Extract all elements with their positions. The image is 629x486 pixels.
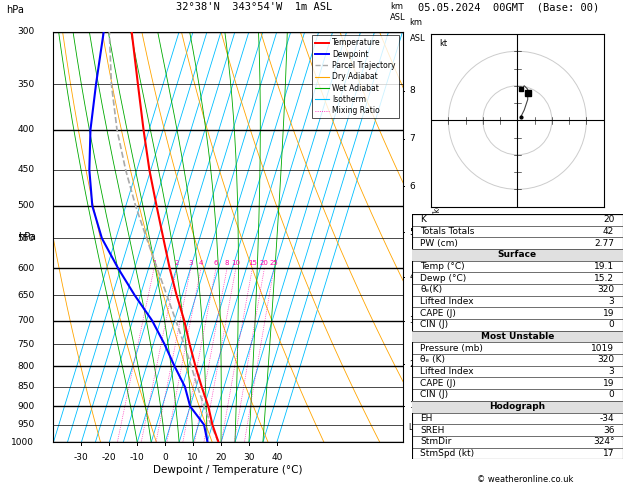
Text: CAPE (J): CAPE (J)	[420, 309, 456, 318]
Text: Totals Totals: Totals Totals	[420, 227, 475, 236]
Text: 1000: 1000	[11, 438, 34, 447]
Text: 850: 850	[17, 382, 34, 391]
Text: -34: -34	[599, 414, 615, 423]
Text: 20: 20	[215, 452, 226, 462]
Text: 550: 550	[17, 234, 34, 243]
Text: -10: -10	[130, 452, 145, 462]
Text: 320: 320	[597, 285, 615, 295]
Text: 5: 5	[409, 227, 415, 237]
Text: 20: 20	[260, 260, 269, 266]
Text: CIN (J): CIN (J)	[420, 320, 448, 330]
Text: StmSpd (kt): StmSpd (kt)	[420, 449, 474, 458]
Text: 900: 900	[17, 402, 34, 411]
Text: 700: 700	[17, 316, 34, 325]
Text: 3: 3	[189, 260, 193, 266]
FancyBboxPatch shape	[412, 214, 623, 459]
Text: km
ASL: km ASL	[390, 2, 406, 22]
Text: 8: 8	[409, 87, 415, 95]
Text: 600: 600	[17, 263, 34, 273]
Text: 2: 2	[174, 260, 179, 266]
Text: 30: 30	[243, 452, 255, 462]
Text: kt: kt	[440, 39, 448, 48]
Text: 19: 19	[603, 379, 615, 388]
Text: Dewp (°C): Dewp (°C)	[420, 274, 467, 283]
Text: 8: 8	[225, 260, 230, 266]
Text: 800: 800	[17, 362, 34, 371]
Text: Lifted Index: Lifted Index	[420, 297, 474, 306]
Text: hPa: hPa	[18, 232, 36, 242]
Text: 36: 36	[603, 426, 615, 434]
Text: 6: 6	[214, 260, 218, 266]
FancyBboxPatch shape	[412, 330, 623, 343]
Text: 17: 17	[603, 449, 615, 458]
Text: StmDir: StmDir	[420, 437, 452, 446]
Text: Dewpoint / Temperature (°C): Dewpoint / Temperature (°C)	[153, 465, 303, 475]
Text: θₑ (K): θₑ (K)	[420, 355, 445, 364]
Legend: Temperature, Dewpoint, Parcel Trajectory, Dry Adiabat, Wet Adiabat, Isotherm, Mi: Temperature, Dewpoint, Parcel Trajectory…	[313, 35, 399, 118]
Text: 324°: 324°	[593, 437, 615, 446]
Text: Pressure (mb): Pressure (mb)	[420, 344, 483, 353]
Text: 650: 650	[17, 291, 34, 300]
Text: 7: 7	[409, 135, 415, 143]
Text: 4: 4	[409, 273, 415, 281]
Text: 350: 350	[17, 80, 34, 88]
Text: 3: 3	[409, 316, 415, 325]
Text: CIN (J): CIN (J)	[420, 390, 448, 399]
Text: 320: 320	[597, 355, 615, 364]
Text: 20: 20	[603, 215, 615, 224]
Text: km: km	[409, 18, 423, 28]
Text: LCL: LCL	[408, 423, 421, 432]
Text: 1019: 1019	[591, 344, 615, 353]
Text: 25: 25	[270, 260, 279, 266]
FancyBboxPatch shape	[412, 401, 623, 413]
Text: 300: 300	[17, 27, 34, 36]
Text: 19.1: 19.1	[594, 262, 615, 271]
Text: 500: 500	[17, 201, 34, 210]
Text: Temp (°C): Temp (°C)	[420, 262, 465, 271]
Text: 40: 40	[271, 452, 282, 462]
Text: 2: 2	[409, 360, 415, 368]
Text: 05.05.2024  00GMT  (Base: 00): 05.05.2024 00GMT (Base: 00)	[418, 2, 599, 13]
Text: 19: 19	[603, 309, 615, 318]
Text: Surface: Surface	[498, 250, 537, 259]
Text: CAPE (J): CAPE (J)	[420, 379, 456, 388]
Text: 6: 6	[409, 182, 415, 191]
Text: 3: 3	[608, 297, 615, 306]
Text: 10: 10	[231, 260, 240, 266]
Text: 0: 0	[608, 320, 615, 330]
Text: 15: 15	[248, 260, 257, 266]
Text: EH: EH	[420, 414, 433, 423]
Text: PW (cm): PW (cm)	[420, 239, 459, 247]
Text: 15.2: 15.2	[594, 274, 615, 283]
Text: 10: 10	[187, 452, 199, 462]
Text: -20: -20	[102, 452, 116, 462]
Text: 2.77: 2.77	[594, 239, 615, 247]
Text: 4: 4	[199, 260, 203, 266]
Text: SREH: SREH	[420, 426, 445, 434]
Text: © weatheronline.co.uk: © weatheronline.co.uk	[477, 474, 574, 484]
Text: hPa: hPa	[6, 5, 24, 15]
Text: 0: 0	[608, 390, 615, 399]
Text: 400: 400	[17, 125, 34, 134]
Text: 0: 0	[162, 452, 168, 462]
Text: 950: 950	[17, 420, 34, 429]
Text: Most Unstable: Most Unstable	[481, 332, 554, 341]
Text: 450: 450	[17, 165, 34, 174]
FancyBboxPatch shape	[412, 249, 623, 260]
Text: 1: 1	[409, 401, 415, 411]
Text: ASL: ASL	[409, 34, 425, 43]
Text: 750: 750	[17, 340, 34, 348]
Text: Lifted Index: Lifted Index	[420, 367, 474, 376]
Text: K: K	[420, 215, 426, 224]
Text: 1: 1	[152, 260, 157, 266]
Text: Mixing Ratio (g/kg): Mixing Ratio (g/kg)	[433, 200, 442, 274]
Text: Hodograph: Hodograph	[489, 402, 545, 411]
Text: 3: 3	[608, 367, 615, 376]
Text: θₑ(K): θₑ(K)	[420, 285, 443, 295]
Text: 42: 42	[603, 227, 615, 236]
Text: 32°38'N  343°54'W  1m ASL: 32°38'N 343°54'W 1m ASL	[175, 2, 332, 13]
Text: -30: -30	[74, 452, 89, 462]
